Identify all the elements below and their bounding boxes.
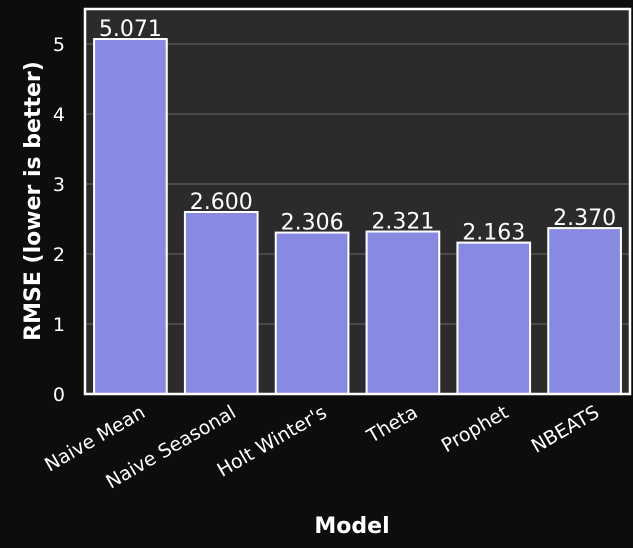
bar-value-label: 2.306 (281, 211, 344, 236)
bar (456, 241, 532, 395)
grid-lines (85, 43, 630, 325)
plot-area (85, 9, 630, 394)
y-tick-label: 5 (53, 34, 65, 56)
y-tick-label: 4 (53, 104, 65, 126)
bar (365, 230, 441, 395)
bar (547, 227, 622, 395)
bar (183, 211, 259, 395)
bars (93, 38, 622, 395)
y-tick-label: 2 (53, 244, 65, 266)
y-tick-label: 3 (53, 174, 65, 196)
y-axis-title: RMSE (lower is better) (21, 61, 46, 341)
y-tick-label: 0 (53, 384, 65, 406)
y-tick-label: 1 (53, 314, 65, 336)
bar (93, 38, 168, 395)
bar-value-label: 2.370 (553, 206, 616, 231)
plot-frame (83, 7, 632, 396)
bar (274, 231, 350, 395)
bar-value-label: 2.163 (462, 221, 525, 246)
x-axis-title: Model (314, 514, 389, 539)
value-labels: 5.071 2.600 2.306 2.321 2.163 2.370 (99, 17, 616, 246)
bar-value-label: 2.321 (371, 210, 434, 235)
y-axis-ticks: 0 1 2 3 4 5 (53, 34, 65, 406)
bar-value-label: 5.071 (99, 17, 162, 42)
bar-value-label: 2.600 (190, 190, 253, 215)
